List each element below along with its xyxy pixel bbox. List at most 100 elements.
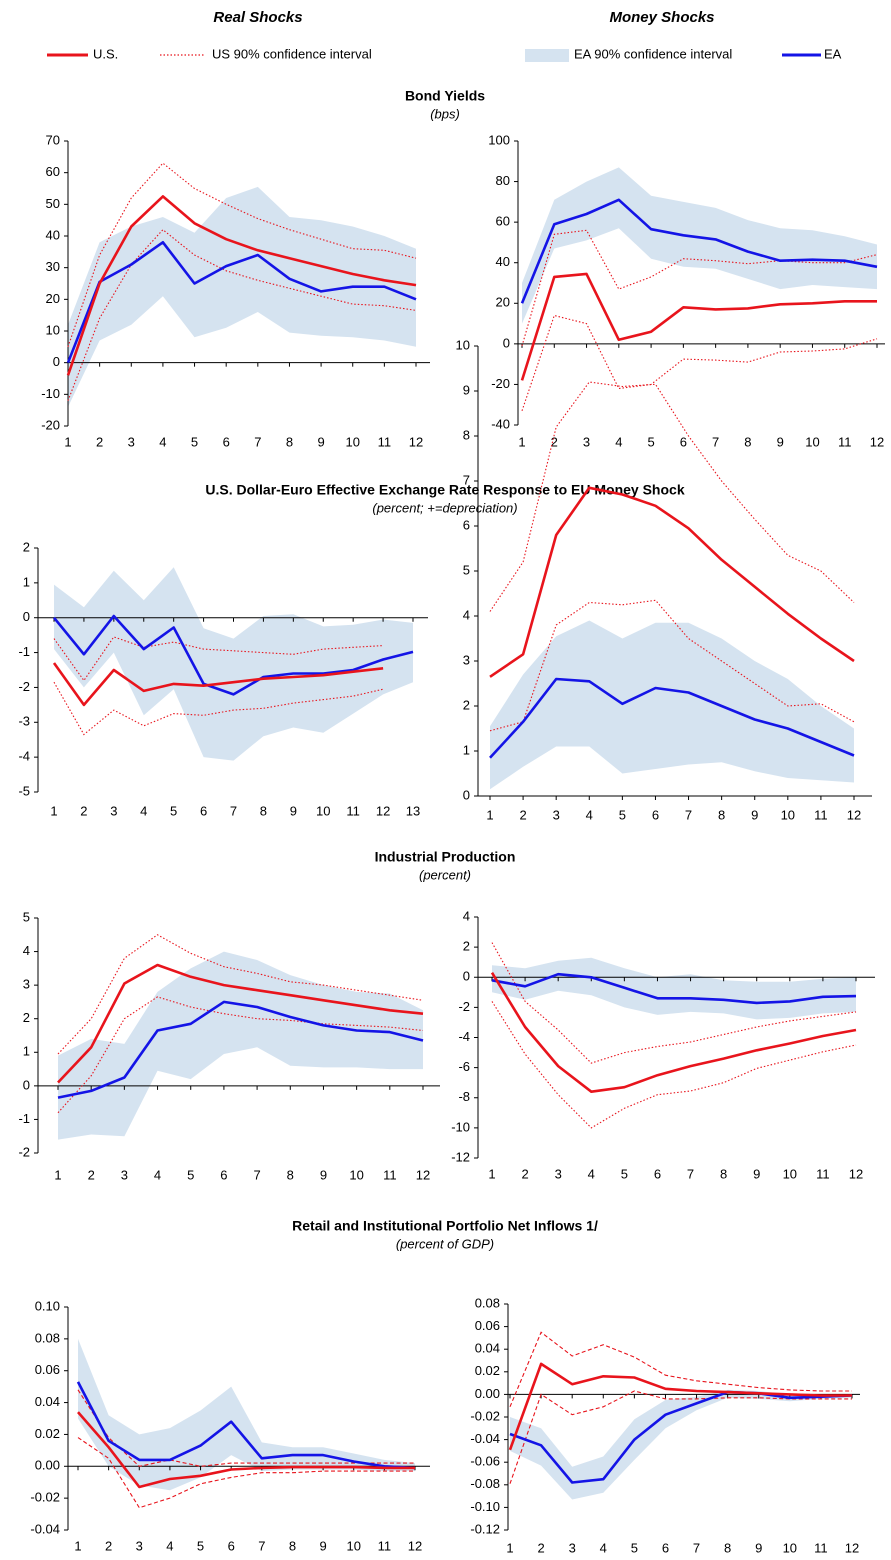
x-tick-label: 5 — [619, 807, 626, 822]
y-tick-label: 0 — [463, 969, 470, 984]
us-line — [57, 963, 424, 1084]
legend-label: U.S. — [93, 46, 118, 61]
x-tick-label: 8 — [286, 434, 293, 449]
x-tick-label: 3 — [136, 1538, 143, 1553]
x-tick-label: 6 — [228, 1538, 235, 1553]
us-line — [489, 486, 855, 678]
y-tick-label: 4 — [23, 943, 30, 958]
y-tick-label: 30 — [46, 259, 60, 274]
x-tick-label: 11 — [378, 434, 392, 449]
x-tick-label: 6 — [223, 434, 230, 449]
y-tick-label: -12 — [451, 1149, 470, 1164]
x-tick-label: 8 — [720, 1166, 727, 1181]
confidence-band — [58, 951, 423, 1140]
x-tick-label: 11 — [383, 1167, 397, 1182]
y-tick-label: -0.02 — [30, 1490, 60, 1505]
x-tick-label: 7 — [258, 1538, 265, 1553]
confidence-line — [491, 1001, 857, 1129]
section-subtitle: (bps) — [430, 106, 460, 121]
y-tick-label: 0 — [23, 1077, 30, 1092]
y-tick-label: 3 — [23, 977, 30, 992]
y-tick-label: 0 — [23, 609, 30, 624]
x-tick-label: 6 — [662, 1540, 669, 1555]
x-tick-label: 7 — [712, 434, 719, 449]
x-tick-label: 9 — [755, 1540, 762, 1555]
y-tick-label: -2 — [458, 999, 470, 1014]
y-tick-label: 0.00 — [475, 1386, 500, 1401]
y-tick-label: 0.10 — [35, 1298, 60, 1313]
x-tick-label: 12 — [416, 1167, 430, 1182]
y-tick-label: -0.02 — [470, 1408, 500, 1423]
x-tick-label: 12 — [408, 1538, 422, 1553]
x-tick-label: 13 — [406, 803, 420, 818]
y-tick-label: -1 — [18, 1111, 30, 1126]
x-tick-label: 2 — [105, 1538, 112, 1553]
section-title: Retail and Institutional Portfolio Net I… — [292, 1218, 598, 1234]
x-tick-label: 5 — [170, 803, 177, 818]
legend-label: US 90% confidence interval — [212, 46, 372, 61]
x-tick-label: 12 — [376, 803, 390, 818]
confidence-line — [67, 228, 417, 401]
x-tick-label: 5 — [647, 434, 654, 449]
y-tick-label: -10 — [451, 1119, 470, 1134]
y-tick-label: 10 — [456, 337, 470, 352]
us-line — [520, 272, 877, 381]
x-tick-label: 3 — [569, 1540, 576, 1555]
x-tick-label: 4 — [588, 1166, 595, 1181]
y-tick-label: 8 — [463, 427, 470, 442]
x-tick-label: 1 — [74, 1538, 81, 1553]
x-tick-label: 9 — [751, 807, 758, 822]
x-tick-label: 8 — [287, 1167, 294, 1182]
x-tick-label: 12 — [870, 434, 884, 449]
x-tick-label: 2 — [551, 434, 558, 449]
x-tick-label: 3 — [121, 1167, 128, 1182]
ea-line — [489, 677, 855, 759]
y-tick-label: 0.08 — [35, 1330, 60, 1345]
x-tick-label: 4 — [615, 434, 622, 449]
y-tick-label: 0 — [503, 335, 510, 350]
y-tick-label: -40 — [491, 416, 510, 431]
x-tick-label: 12 — [845, 1540, 859, 1555]
confidence-band — [68, 186, 416, 407]
x-tick-label: 7 — [253, 1167, 260, 1182]
ea-line — [509, 1390, 853, 1484]
y-tick-label: -0.08 — [470, 1476, 500, 1491]
y-tick-label: 0.08 — [475, 1295, 500, 1310]
x-tick-label: 8 — [724, 1540, 731, 1555]
x-tick-label: 6 — [220, 1167, 227, 1182]
x-tick-label: 3 — [553, 807, 560, 822]
x-tick-label: 10 — [316, 803, 330, 818]
legend-label: EA 90% confidence interval — [574, 46, 732, 61]
y-tick-label: -6 — [458, 1059, 470, 1074]
section-subtitle: (percent of GDP) — [396, 1236, 494, 1251]
y-tick-label: -4 — [458, 1029, 470, 1044]
y-tick-label: 4 — [463, 908, 470, 923]
x-tick-label: 9 — [753, 1166, 760, 1181]
y-tick-label: 5 — [23, 909, 30, 924]
column-header: Real Shocks — [213, 9, 302, 26]
y-tick-label: 7 — [463, 472, 470, 487]
confidence-band — [54, 567, 413, 761]
x-tick-label: 1 — [506, 1540, 513, 1555]
x-tick-label: 10 — [345, 434, 359, 449]
x-tick-label: 2 — [519, 807, 526, 822]
y-tick-label: 80 — [496, 173, 510, 188]
y-tick-label: -8 — [458, 1089, 470, 1104]
x-tick-label: 2 — [521, 1166, 528, 1181]
legend-swatch — [525, 49, 569, 62]
y-tick-label: 40 — [46, 227, 60, 242]
confidence-line — [77, 1437, 415, 1509]
y-tick-label: 5 — [463, 562, 470, 577]
x-tick-label: 10 — [783, 1540, 797, 1555]
ea-line — [66, 241, 417, 364]
y-tick-label: -0.04 — [470, 1431, 500, 1446]
y-tick-label: 0.00 — [35, 1458, 60, 1473]
section-title: Bond Yields — [405, 88, 485, 104]
x-tick-label: 3 — [128, 434, 135, 449]
confidence-band — [510, 1389, 852, 1500]
x-tick-label: 1 — [486, 807, 493, 822]
ea-line — [520, 198, 878, 304]
y-tick-label: 0.06 — [35, 1362, 60, 1377]
y-tick-label: 2 — [23, 539, 30, 554]
